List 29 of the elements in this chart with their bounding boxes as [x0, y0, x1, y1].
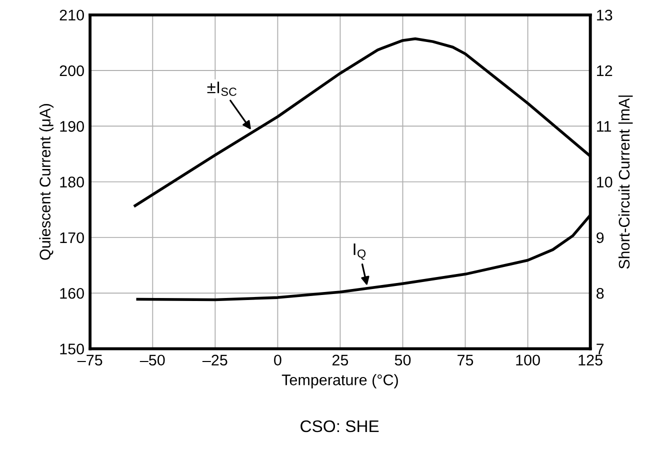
y-tick-label: 150 — [60, 344, 84, 354]
y2-tick-label: 9 — [596, 232, 604, 244]
y-tick-label: 180 — [60, 176, 84, 188]
x-tick-label: –50 — [140, 354, 165, 366]
y-tick-label: 170 — [60, 232, 84, 244]
x-tick-label: –75 — [77, 354, 102, 366]
x-tick-label: 125 — [578, 354, 602, 366]
series-label: I$_{Q}$ — [354, 243, 366, 260]
y-tick-label: 210 — [60, 10, 84, 21]
x-axis-title: Temperature (°C) — [282, 374, 398, 388]
y2-tick-label: 13 — [597, 10, 612, 21]
y2-tick-label: 11 — [597, 121, 611, 132]
x-tick-label: 25 — [332, 354, 348, 366]
y2-tick-label: 10 — [597, 176, 612, 188]
x-tick-label: 0 — [274, 354, 282, 366]
x-tick-label: 75 — [458, 354, 474, 366]
x-tick-label: 100 — [516, 354, 540, 366]
y2-axis-title: Short-Circuit Current |mA| — [618, 96, 633, 269]
y-tick-label: 200 — [60, 65, 84, 76]
y-tick-label: 160 — [60, 288, 84, 299]
y2-tick-label: 12 — [597, 65, 612, 76]
y-axis-title: Quiescent Current (μA) — [39, 104, 54, 260]
y2-tick-label: 7 — [596, 344, 604, 354]
text: ±I$_{SC}$ — [207, 82, 236, 96]
y2-tick-label: 8 — [596, 288, 604, 299]
x-tick-label: 50 — [394, 354, 411, 366]
y-tick-label: 190 — [60, 121, 84, 132]
x-tick-label: –25 — [202, 354, 228, 366]
text: CSO: SHE — [300, 420, 379, 432]
